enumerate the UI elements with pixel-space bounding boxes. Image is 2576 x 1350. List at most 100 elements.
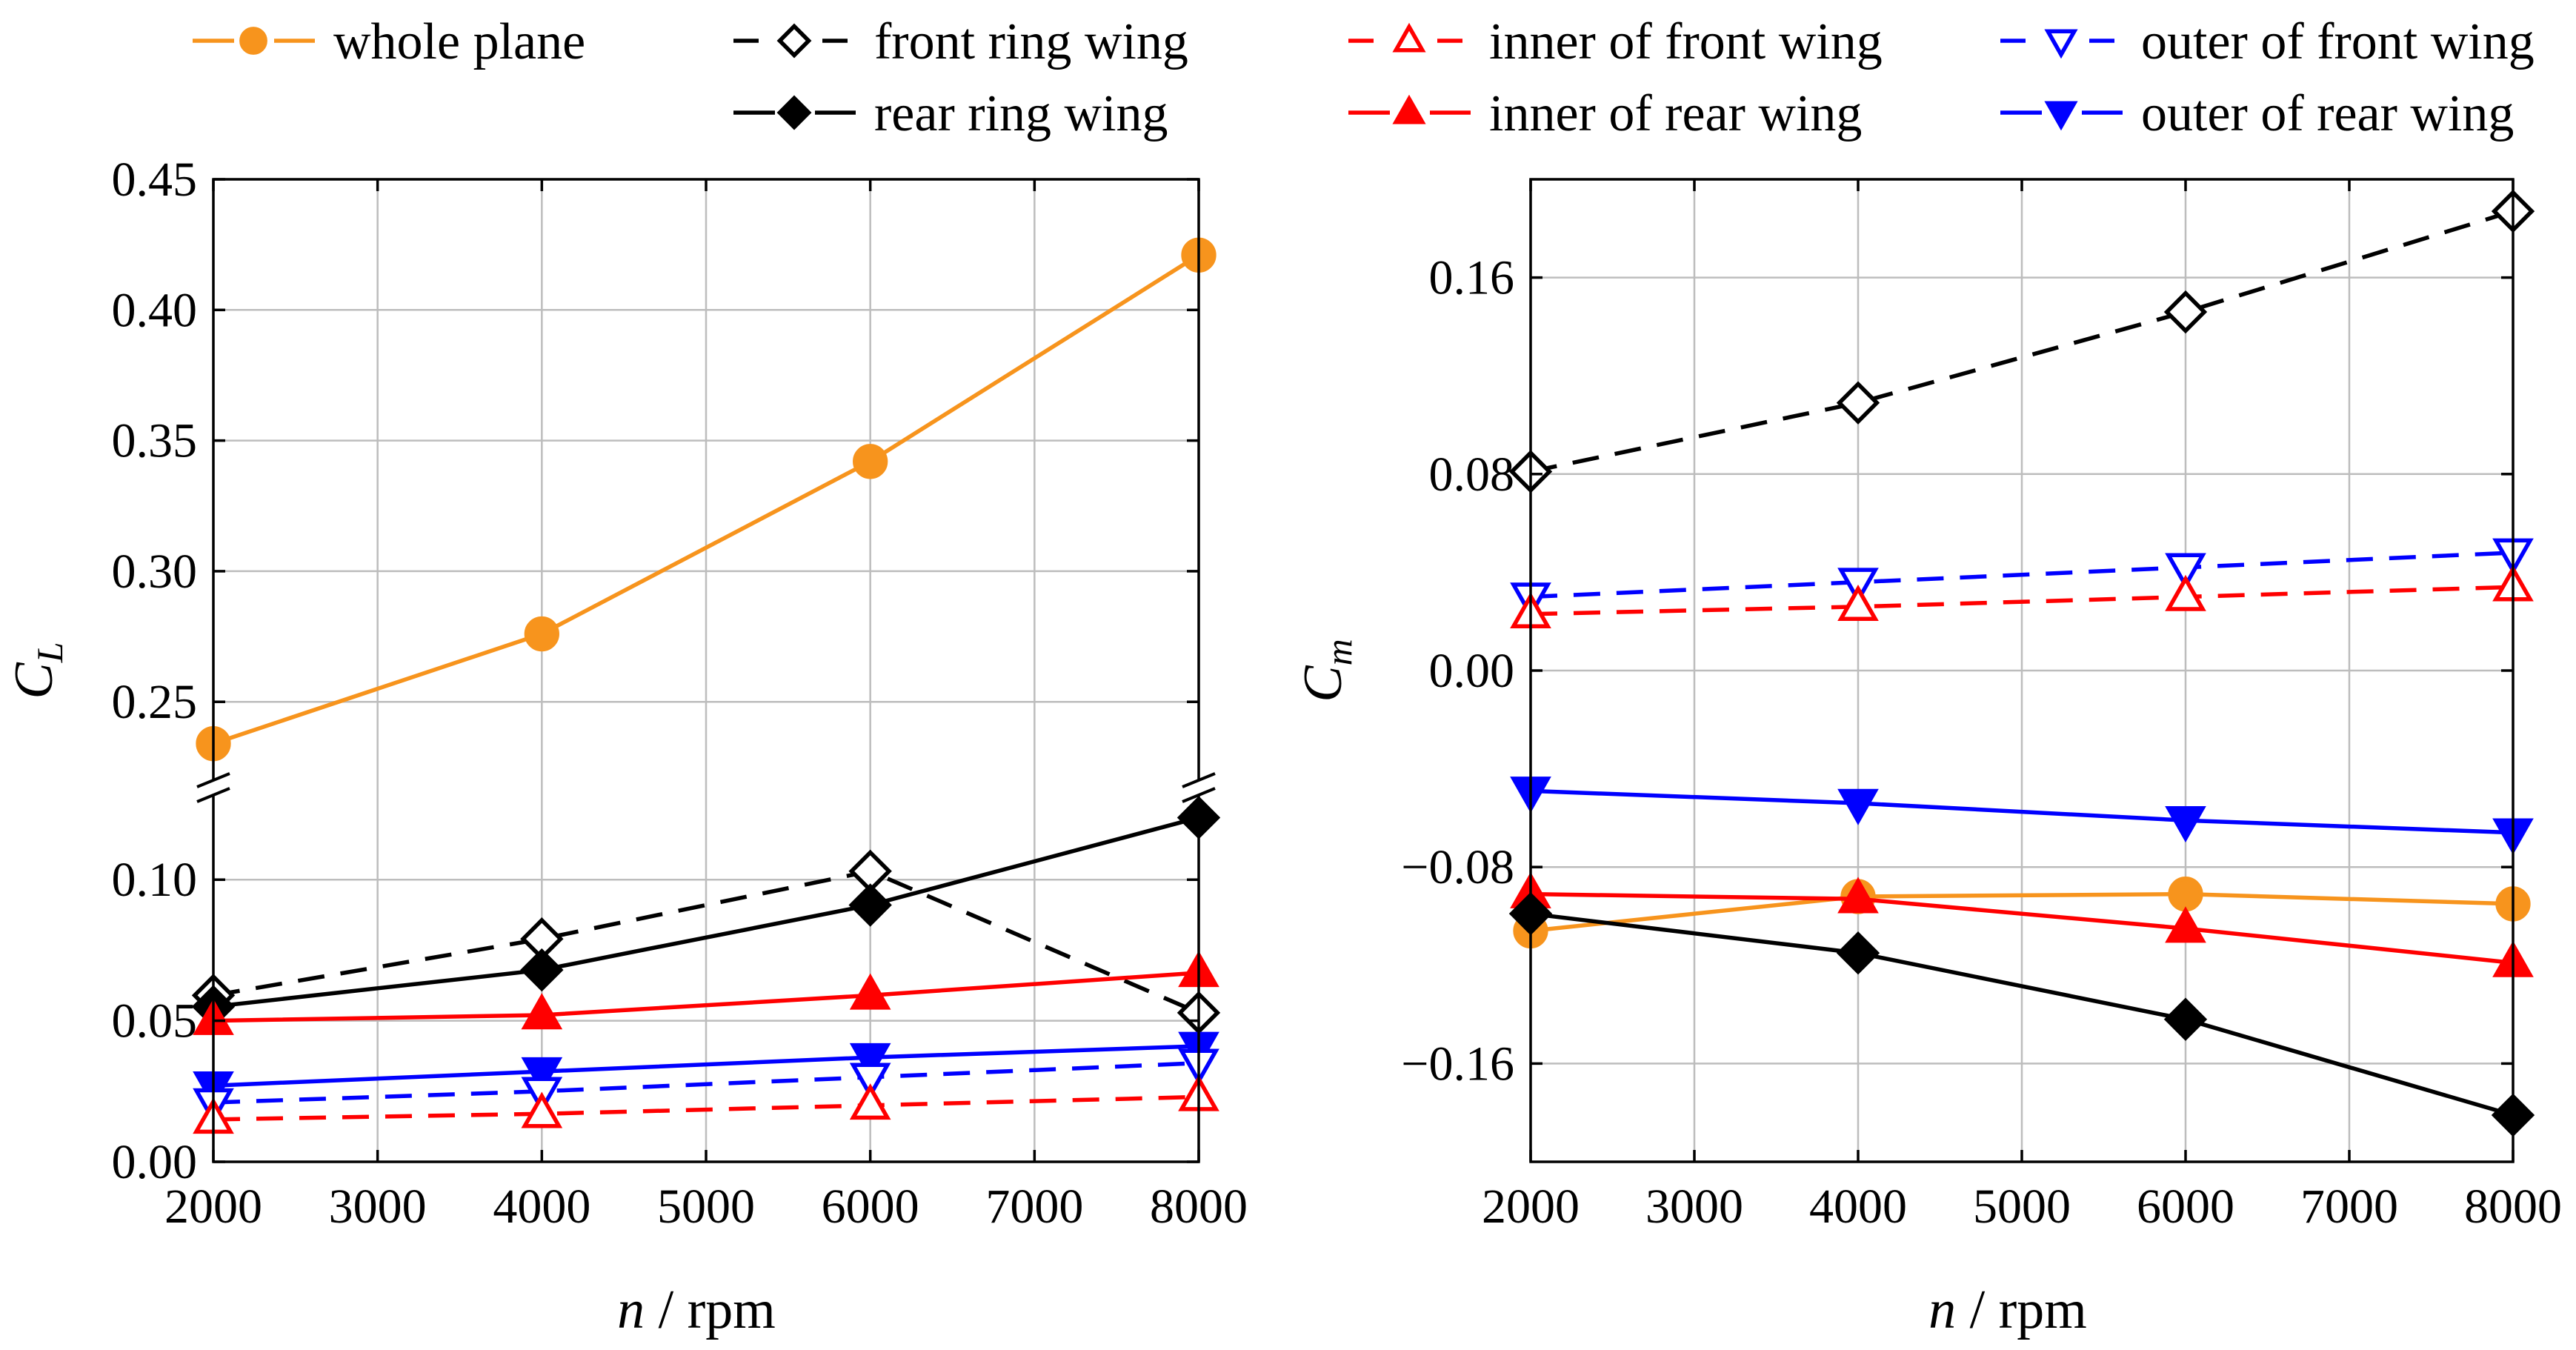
cm-data-point-front_ring_wing [1836,381,1880,425]
cm-x-axis-label: n / rpm [1928,1280,2087,1340]
cm-series-line-inner_front_wing [1530,585,2514,616]
cl-y-tick-label: 0.00 [112,1135,198,1189]
cl-x-axis-label: n / rpm [617,1280,776,1340]
cm-data-point-inner_rear_wing [2165,906,2206,943]
legend-item-inner_rear_wing: inner of rear wing [1348,85,1862,142]
cm-y-axis-label-main: C [1293,665,1354,702]
cm-data-point-outer_front_wing [2165,553,2206,590]
cl-axes: 2000 3000 4000 5000 6000 7000 8000 0.00 0.05 0.10… [112,153,1248,1234]
cm-series-line-outer_front_wing [1530,551,2514,599]
cm-x-tick-label: 4000 [1809,1180,1907,1234]
cm-y-tick-label: −0.08 [1401,840,1514,894]
legend-label-whole_plane: whole plane [333,13,585,70]
cm-y-tick-label: −0.16 [1401,1037,1514,1091]
cl-series-line-inner_rear_wing [213,971,1199,1023]
cl-series-rear_ring_wing [191,796,1221,1028]
legend-item-outer_rear_wing: outer of rear wing [2000,85,2514,142]
cl-y-tick-label: 0.05 [112,994,198,1048]
legend-item-rear_ring_wing: rear ring wing [733,85,1168,142]
cl-chart-panel: 2000 3000 4000 5000 6000 7000 8000 0.00 0.05 0.10… [4,153,1248,1340]
cl-y-tick-label: 0.45 [112,153,198,207]
legend-marker-inner_rear_wing [1392,94,1426,124]
cm-x-tick-label: 2000 [1482,1180,1580,1234]
cl-axis-break-mark [1182,772,1216,788]
cl-x-tick-label: 4000 [493,1180,590,1234]
cl-series-whole_plane [196,237,1217,762]
cl-x-axis-label-var: n [617,1280,645,1340]
cm-axes: 2000 3000 4000 5000 6000 7000 8000 −0.16 −0.08 0.… [1401,178,2562,1234]
cm-grid [1531,179,2513,1162]
cl-grid [213,179,1199,1162]
cm-series-outer_rear_wing [1510,777,2534,855]
legend-label-outer_rear_wing: outer of rear wing [2141,85,2514,142]
legend-marker-front_ring_wing [776,23,812,59]
cl-data-point-inner_rear_wing [521,993,563,1030]
cm-x-tick-label: 3000 [1645,1180,1743,1234]
cm-y-tick-label: 0.16 [1429,251,1515,305]
legend-marker-whole_plane [239,27,267,55]
cl-y-tick-label: 0.10 [112,853,198,907]
cl-axis-break-mark [196,787,230,803]
cl-data-point-rear_ring_wing [848,883,892,927]
legend-label-front_ring_wing: front ring wing [874,13,1188,70]
cl-data-point-outer_rear_wing [521,1057,563,1094]
cl-y-tick-label: 0.35 [112,414,198,468]
cm-x-tick-label: 8000 [2464,1180,2562,1234]
cm-series-line-outer_rear_wing [1530,788,2514,835]
cm-data-point-whole_plane [2168,877,2203,912]
legend-marker-outer_front_wing [2044,29,2078,59]
cm-series-line-whole_plane [1530,891,2514,934]
cl-data-point-inner_rear_wing [849,973,891,1010]
cl-y-axis-label: CL [4,642,70,699]
legend-label-inner_front_wing: inner of front wing [1489,13,1883,70]
cl-y-tick-label: 0.30 [112,545,198,599]
cl-x-tick-label: 7000 [985,1180,1083,1234]
cl-x-tick-label: 8000 [1150,1180,1248,1234]
cl-x-tick-label: 2000 [164,1180,262,1234]
cm-x-tick-label: 5000 [1973,1180,2071,1234]
cl-data-point-outer_rear_wing [849,1043,891,1080]
legend-marker-rear_ring_wing [776,95,812,130]
cm-data-point-inner_rear_wing [1837,877,1879,914]
legend-label-outer_front_wing: outer of front wing [2141,13,2535,70]
cm-y-axis-label-sub: m [1318,639,1359,665]
cl-x-tick-label: 3000 [329,1180,427,1234]
legend-item-outer_front_wing: outer of front wing [2000,13,2535,70]
legend-item-whole_plane: whole plane [193,13,585,70]
legend-label-inner_rear_wing: inner of rear wing [1489,85,1862,142]
cl-data-point-inner_front_wing [849,1083,891,1120]
cm-data-point-front_ring_wing [2163,290,2208,334]
cl-series-line-whole_plane [213,253,1200,746]
cm-chart-panel: 2000 3000 4000 5000 6000 7000 8000 −0.16 −0.08 0.… [1293,178,2562,1340]
cl-x-tick-label: 6000 [822,1180,919,1234]
cm-data-point-outer_rear_wing [2165,805,2206,842]
cm-series-line-rear_ring_wing [1530,911,2514,1117]
cl-x-tick-label: 5000 [657,1180,755,1234]
cm-data-point-inner_front_wing [2165,574,2206,611]
legend: whole plane front ring wing inner of front… [193,13,2535,142]
cm-data-point-rear_ring_wing [2163,997,2208,1041]
cm-x-tick-label: 6000 [2137,1180,2234,1234]
cl-series-line-rear_ring_wing [213,815,1199,1009]
cl-data-point-inner_front_wing [521,1091,563,1128]
legend-label-rear_ring_wing: rear ring wing [874,85,1168,142]
cl-y-tick-label: 0.25 [112,675,198,729]
cl-y-axis-label-main: C [4,662,64,699]
legend-marker-inner_front_wing [1392,22,1426,53]
cm-series-line-inner_rear_wing [1530,891,2514,965]
cl-x-axis-label-unit: / rpm [645,1280,776,1340]
cl-data-point-rear_ring_wing [520,948,564,992]
cl-y-tick-label: 0.40 [112,283,198,337]
cm-data-point-inner_front_wing [1837,585,1879,622]
cm-x-tick-label: 7000 [2300,1180,2398,1234]
legend-marker-outer_rear_wing [2044,101,2078,131]
cm-data-point-outer_rear_wing [1837,788,1879,825]
legend-item-front_ring_wing: front ring wing [733,13,1188,70]
cl-y-axis-label-sub: L [29,642,70,663]
cm-y-tick-label: 0.08 [1429,448,1515,502]
cl-series-line-outer_rear_wing [213,1044,1199,1088]
cl-data-point-whole_plane [853,444,888,479]
cl-data-point-whole_plane [524,616,559,652]
cm-y-axis-label: Cm [1293,639,1359,702]
